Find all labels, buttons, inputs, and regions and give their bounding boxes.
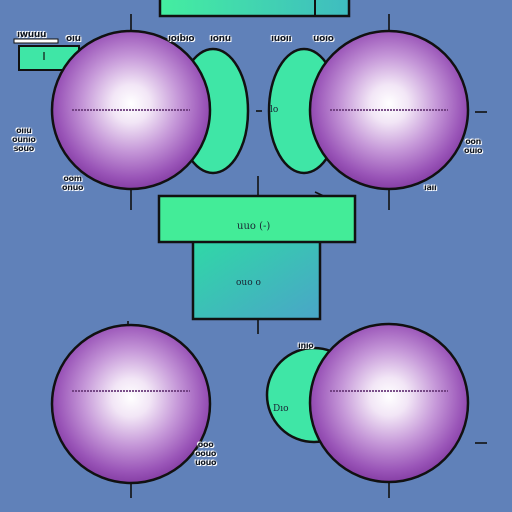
label-left-lower: oom onuo: [62, 174, 84, 192]
label-lower-left-tag: Dıo: [273, 404, 289, 414]
label-right-lower: ıaıı: [424, 183, 437, 192]
top-left-bar: [13, 38, 59, 44]
label-lower-mid-tag: ınıo: [298, 341, 314, 350]
middle-green-box: [157, 194, 357, 244]
middle-teal-box: [191, 237, 322, 321]
label-top-right-b: uoıo: [313, 34, 334, 44]
sphere-bottom-left: [50, 323, 212, 485]
label-top-mid-b: ıonu: [210, 34, 231, 44]
label-top-right-a: ıuoıı: [271, 34, 292, 44]
label-center-small: lo: [270, 105, 279, 115]
label-top-mid-a: ıoıbıo: [168, 34, 195, 44]
middle-box-top-label: uuo (-): [237, 221, 271, 232]
label-right-cluster: oon ouıo: [464, 137, 483, 155]
middle-box-bottom-label: ouo o: [236, 278, 261, 288]
top-box: [158, 0, 351, 18]
label-top-left-b: oıu: [66, 34, 81, 44]
label-left-cluster: oııu ounıo souo: [12, 126, 36, 153]
label-top-left-a: ıwuuu: [17, 30, 47, 40]
sphere-top-right: [308, 29, 470, 191]
sphere-bottom-right: [308, 322, 470, 484]
sphere-top-left: [50, 29, 212, 191]
label-lower-cluster: ooo oouo uouo: [195, 440, 217, 467]
